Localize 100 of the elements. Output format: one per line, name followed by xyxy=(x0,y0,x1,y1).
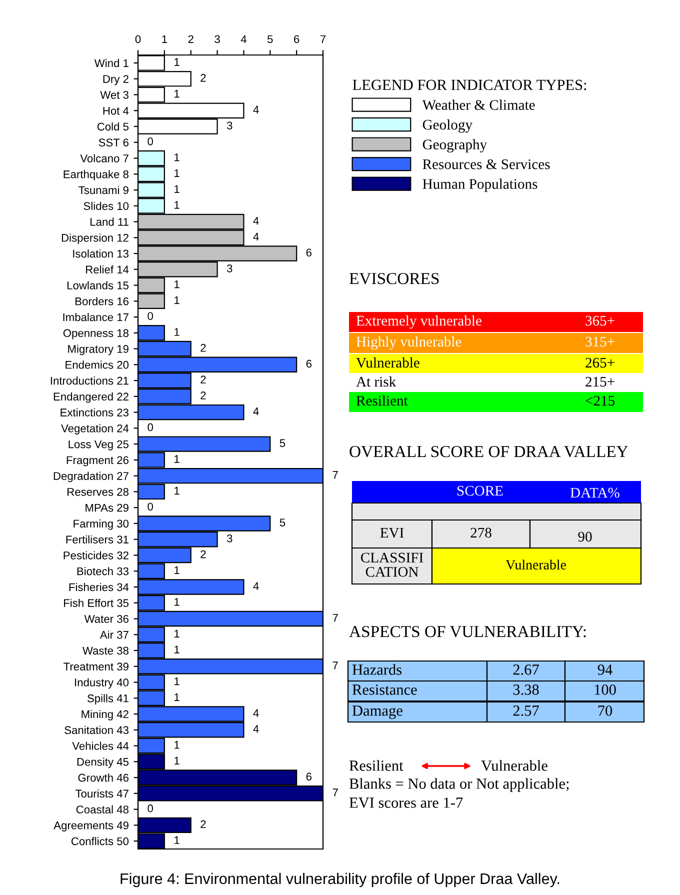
y-tick-label: Biotech 33 xyxy=(77,567,128,576)
text: CLASSIFI CATION xyxy=(360,552,424,577)
data-label: 7 xyxy=(332,471,338,479)
data-label: 1 xyxy=(174,630,180,638)
y-tick-label: Earthquake 8 xyxy=(64,170,128,180)
data-label: 3 xyxy=(226,264,232,272)
legend-title: LEGEND FOR INDICATOR TYPES: xyxy=(352,80,586,90)
data-label: 1 xyxy=(174,185,180,193)
text: ASPECTS OF VULNERABILITY: xyxy=(349,626,586,638)
data-label: 1 xyxy=(174,153,180,162)
text: Highly vulnerable xyxy=(356,336,462,350)
data-label: 6 xyxy=(306,248,312,256)
text: 90 xyxy=(578,532,592,542)
y-tick-label: Fish Effort 35 xyxy=(64,598,129,607)
text: 94 xyxy=(598,664,612,675)
text: Vulnerable xyxy=(356,357,420,368)
data-label: 4 xyxy=(253,232,259,240)
y-tick-label: Borders 16 xyxy=(76,297,128,306)
y-tick-label: Endemics 20 xyxy=(66,360,129,369)
y-tick-label: Dispersion 12 xyxy=(62,234,128,244)
y-tick-label: Slides 10 xyxy=(84,202,129,210)
y-tick-label: Lowlands 15 xyxy=(67,281,129,290)
y-tick-label: Tsunami 9 xyxy=(78,186,128,194)
x-tick-label: 0 xyxy=(135,35,141,44)
y-tick-label: Vehicles 44 xyxy=(72,742,129,750)
y-tick-label: Reserves 28 xyxy=(68,488,128,496)
y-tick-label: Extinctions 23 xyxy=(60,408,128,416)
y-tick-label: Water 36 xyxy=(84,615,128,623)
text: EVISCORES xyxy=(349,272,439,284)
y-tick-label: Agreements 49 xyxy=(54,821,128,832)
y-tick-label: Pesticides 32 xyxy=(64,551,128,560)
caption: Figure 4: Environmental vulnerability profile of Upper Draa Valley. xyxy=(120,872,560,888)
text: Blanks = No data or Not applicable; xyxy=(349,778,569,792)
data-label: 2 xyxy=(200,74,206,82)
text: EVI scores are 1-7 xyxy=(349,798,463,808)
data-label: 1 xyxy=(174,836,180,844)
data-label: 7 xyxy=(332,788,338,796)
data-label: 0 xyxy=(148,423,153,432)
data-label: 2 xyxy=(200,392,206,400)
y-tick-label: Loss Veg 25 xyxy=(68,440,129,450)
y-tick-label: Isolation 13 xyxy=(73,249,128,258)
text: Resilient xyxy=(349,760,404,771)
text: At risk xyxy=(356,376,396,387)
data-label: 1 xyxy=(174,169,180,177)
legend-label: Resources & Services xyxy=(422,159,550,170)
data-label: 5 xyxy=(280,439,286,448)
y-tick-label: Introductions 21 xyxy=(50,376,128,385)
data-label: 1 xyxy=(174,646,180,654)
y-tick-label: SST 6 xyxy=(98,138,128,146)
data-label: 1 xyxy=(174,280,180,288)
data-label: 4 xyxy=(253,408,259,416)
y-tick-label: Treatment 39 xyxy=(64,662,128,671)
y-tick-label: Farming 30 xyxy=(74,519,129,530)
data-label: 1 xyxy=(174,328,180,336)
text: 278 xyxy=(470,528,492,538)
y-tick-label: Coastal 48 xyxy=(76,805,128,814)
y-tick-label: Conflicts 50 xyxy=(71,837,129,846)
y-tick-label: Air 37 xyxy=(100,630,128,639)
text: 215+ xyxy=(586,376,614,387)
data-label: 1 xyxy=(174,677,180,686)
text: Hazards xyxy=(352,664,402,675)
y-tick-label: Openness 18 xyxy=(63,329,128,340)
y-tick-label: Migratory 19 xyxy=(68,344,128,356)
y-tick-label: Degradation 27 xyxy=(54,472,128,482)
x-tick-label: 2 xyxy=(188,35,194,43)
y-tick-label: Spills 41 xyxy=(87,694,128,704)
y-tick-label: Relief 14 xyxy=(86,265,129,274)
y-tick-label: Fisheries 34 xyxy=(69,582,129,592)
text: DATA% xyxy=(570,488,620,498)
y-tick-label: Imbalance 17 xyxy=(63,312,128,322)
y-tick-label: Waste 38 xyxy=(82,646,128,655)
y-tick-label: Endangered 22 xyxy=(54,392,128,403)
legend-label: Weather & Climate xyxy=(422,100,535,110)
y-tick-label: Land 11 xyxy=(90,218,128,226)
data-label: 1 xyxy=(174,756,180,765)
data-label: 1 xyxy=(174,693,180,702)
text: EVI xyxy=(380,528,404,538)
text: SCORE xyxy=(457,486,503,496)
y-tick-label: MPAs 29 xyxy=(86,504,128,512)
data-label: 2 xyxy=(200,376,206,384)
data-label: 2 xyxy=(200,344,206,352)
x-tick-label: 3 xyxy=(214,35,220,44)
data-label: 0 xyxy=(148,137,153,146)
data-label: 5 xyxy=(280,518,286,526)
data-label: 0 xyxy=(148,502,153,511)
y-tick-label: Hot 4 xyxy=(103,106,129,115)
data-label: 7 xyxy=(332,614,338,622)
text: OVERALL SCORE OF DRAA VALLEY xyxy=(350,446,628,458)
legend-label: Geography xyxy=(422,139,488,152)
text: 100 xyxy=(594,684,616,695)
y-tick-label: Sanitation 43 xyxy=(64,726,128,734)
x-tick-label: 7 xyxy=(320,35,326,43)
text: 265+ xyxy=(586,358,614,368)
y-tick-label: Wet 3 xyxy=(100,90,128,99)
data-label: 4 xyxy=(253,106,259,114)
data-label: 4 xyxy=(253,709,259,717)
data-label: 3 xyxy=(226,534,232,542)
data-label: 4 xyxy=(253,725,259,733)
data-label: 0 xyxy=(148,804,153,812)
text: Vulnerable xyxy=(506,560,566,570)
